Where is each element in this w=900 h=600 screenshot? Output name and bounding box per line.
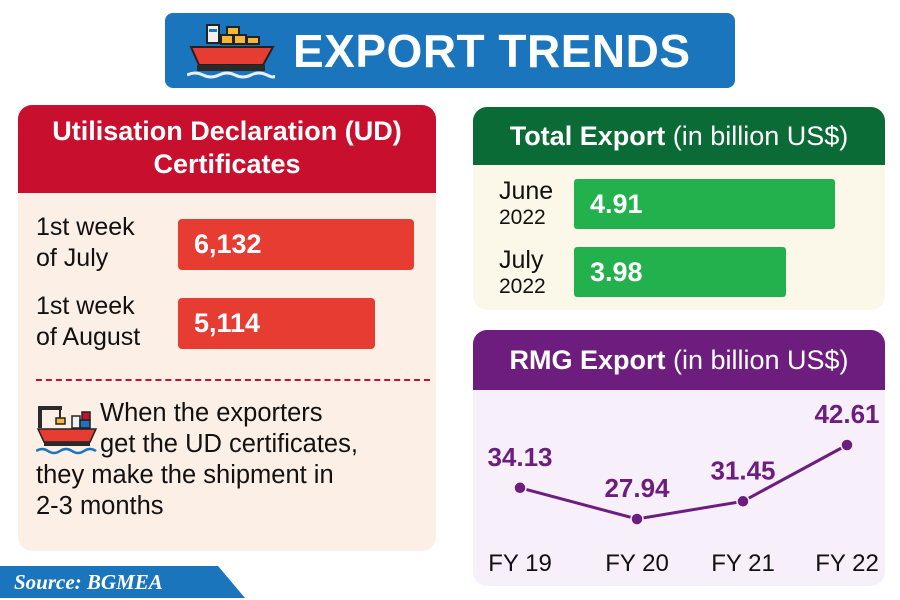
rmg-data-label: 34.13 — [487, 442, 552, 472]
ud-note-line: get the UD certificates, — [100, 430, 358, 458]
ud-row-label-line: of July — [36, 244, 109, 272]
port-ship-icon — [36, 406, 98, 455]
total-export-year: 2022 — [499, 206, 546, 229]
ud-note-line: they make the shipment in — [36, 461, 334, 489]
total-export-header-bold: Total Export — [509, 121, 666, 151]
rmg-x-tick-label: FY 20 — [605, 550, 669, 577]
rmg-line-chart: 34.13 FY 19 27.94 FY 20 31.45 FY 21 42.61 FY 22 — [487, 399, 879, 577]
total-export-bar-july: 3.98 — [574, 247, 786, 297]
rmg-series-line — [519, 443, 848, 521]
ud-row-label-july: 1st week of July — [36, 212, 135, 274]
rmg-point — [840, 438, 854, 452]
ud-bar-july: 6,132 — [178, 219, 414, 270]
rmg-point — [513, 481, 527, 495]
rmg-export-header-bold: RMG Export — [509, 345, 666, 375]
source-label: Source: BGMEA — [0, 566, 245, 598]
total-export-month: June — [499, 177, 554, 205]
rmg-x-tick-label: FY 22 — [815, 550, 879, 577]
rmg-point — [630, 512, 644, 526]
rmg-export-card: RMG Export (in billion US$) 34.13 FY 19 27… — [473, 330, 885, 586]
ud-row-label-line: of August — [36, 323, 141, 351]
total-export-label-july: July 2022 — [499, 246, 546, 300]
ud-header-line1: Utilisation Declaration (UD) — [52, 116, 402, 146]
total-export-label-june: June 2022 — [499, 177, 553, 231]
total-export-card: Total Export (in billion US$) June 2022 … — [473, 107, 885, 310]
ud-header: Utilisation Declaration (UD) Certificate… — [18, 105, 436, 193]
title-banner: EXPORT TRENDS — [165, 13, 735, 88]
rmg-data-label: 31.45 — [710, 455, 775, 485]
rmg-point — [736, 494, 750, 509]
ud-row-label-line: 1st week — [36, 213, 135, 241]
cargo-ship-icon — [187, 24, 275, 79]
rmg-export-header: RMG Export (in billion US$) — [473, 330, 885, 390]
ud-note-line: 2-3 months — [36, 492, 164, 520]
ud-certificates-card: Utilisation Declaration (UD) Certificate… — [18, 105, 436, 551]
page-title: EXPORT TRENDS — [293, 25, 691, 77]
ud-note-line: When the exporters — [100, 399, 323, 427]
total-export-header-unit: (in billion US$) — [665, 121, 849, 151]
dashed-divider — [36, 379, 430, 381]
rmg-x-tick-label: FY 19 — [488, 550, 552, 577]
ud-row-label-line: 1st week — [36, 292, 135, 320]
rmg-data-label: 42.61 — [814, 399, 879, 429]
total-export-month: July — [499, 246, 544, 274]
ud-header-line2: Certificates — [153, 149, 301, 179]
rmg-data-label: 27.94 — [604, 473, 670, 503]
ud-row-label-august: 1st week of August — [36, 291, 140, 353]
ud-bar-august: 5,114 — [178, 298, 375, 349]
total-export-bar-june: 4.91 — [574, 179, 835, 229]
rmg-x-tick-label: FY 21 — [711, 550, 775, 577]
ud-note: When the exporters get the UD certificat… — [36, 398, 431, 522]
rmg-export-header-unit: (in billion US$) — [665, 345, 849, 375]
total-export-header: Total Export (in billion US$) — [473, 107, 885, 165]
total-export-year: 2022 — [499, 275, 546, 298]
